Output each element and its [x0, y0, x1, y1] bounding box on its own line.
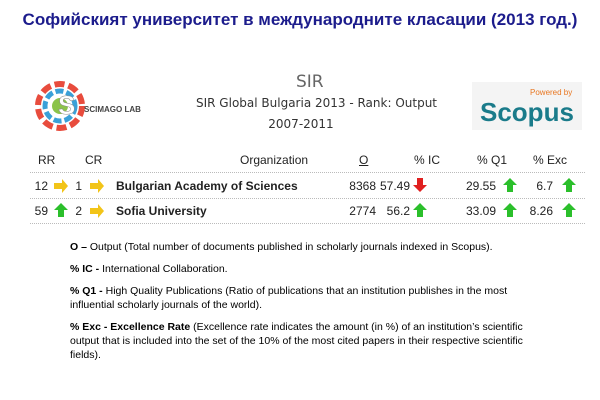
trend-arrow	[561, 177, 577, 193]
col-header: O	[359, 153, 369, 167]
row-line	[30, 172, 585, 173]
note-term: % Exc - Excellence Rate	[70, 321, 191, 333]
ic: 57.49	[379, 179, 410, 193]
ic: 56.2	[386, 204, 410, 218]
exc: 6.7	[536, 179, 553, 193]
note-text: Output (Total number of documents publis…	[86, 241, 493, 253]
col-header: CR	[85, 153, 103, 167]
q1: 29.55	[465, 179, 496, 193]
scopus-logo: Scopus	[480, 97, 574, 127]
col-header: % IC	[414, 153, 441, 167]
trend-arrow	[89, 203, 105, 219]
title: Софийският университет в международните …	[22, 10, 578, 29]
q1: 33.09	[465, 204, 496, 218]
col-header: % Q1	[477, 153, 508, 167]
note-term: % IC -	[70, 263, 100, 275]
row-line	[30, 223, 585, 224]
output: 8368	[349, 179, 376, 193]
note-text: International Collaboration.	[99, 263, 228, 275]
rr: 59	[34, 204, 48, 218]
scopus-box	[472, 82, 582, 130]
trend-arrow	[412, 202, 428, 218]
cr: 1	[75, 179, 82, 193]
note-term: O –	[70, 241, 87, 253]
note: % Exc - Excellence Rate (Excellence rate…	[70, 320, 550, 362]
note: O – Output (Total number of documents pu…	[70, 240, 550, 254]
note-text: (Excellence rate indicates the amount (i…	[70, 321, 523, 361]
note: % IC - International Collaboration.	[70, 262, 550, 276]
svg-text:SCIMAGO LAB: SCIMAGO LAB	[84, 105, 141, 114]
note-text: High Quality Publications (Ratio of publ…	[70, 285, 508, 311]
trend-arrow	[89, 178, 105, 194]
trend-arrow	[502, 202, 518, 218]
trend-arrow	[412, 177, 428, 193]
trend-arrow	[502, 177, 518, 193]
trend-arrow	[561, 202, 577, 218]
exc: 8.26	[529, 204, 553, 218]
organization: Sofia University	[116, 204, 207, 218]
rr: 12	[34, 179, 48, 193]
sir-title: SIR Global Bulgaria 2013 - Rank: Output	[196, 96, 438, 110]
trend-arrow	[53, 178, 69, 194]
organization: Bulgarian Academy of Sciences	[116, 179, 298, 193]
trend-arrow	[53, 202, 69, 218]
scimago-logo: S SCIMAGO LAB	[35, 81, 141, 131]
scimago-text: SCIMAGO	[84, 105, 122, 114]
output: 2774	[349, 204, 376, 218]
lab-text: LAB	[124, 105, 141, 114]
col-header: % Exc	[533, 153, 568, 167]
powered-by: Powered by	[530, 88, 573, 97]
sir-logo: SIR	[296, 72, 324, 92]
sir-period: 2007-2011	[268, 117, 334, 131]
row-line	[30, 198, 585, 199]
svg-text:S: S	[58, 90, 75, 120]
note: % Q1 - High Quality Publications (Ratio …	[70, 284, 550, 312]
col-header: RR	[38, 153, 56, 167]
notes: O – Output (Total number of documents pu…	[70, 240, 550, 370]
cr: 2	[75, 204, 82, 218]
col-header: Organization	[240, 153, 309, 167]
note-term: % Q1 -	[70, 285, 103, 297]
